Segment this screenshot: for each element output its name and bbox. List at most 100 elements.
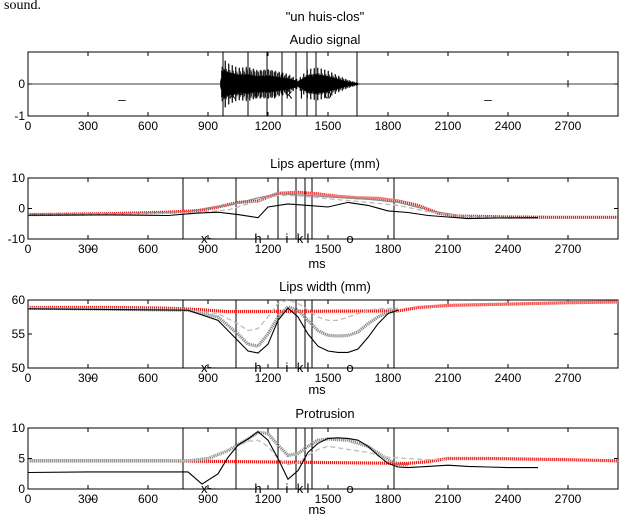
x-tick-label: 600 xyxy=(138,119,158,133)
x-tick-label: 1500 xyxy=(315,371,342,385)
phoneme-label: x~ xyxy=(229,86,244,101)
series-light_gray-line xyxy=(27,194,538,219)
plot-frame xyxy=(27,177,619,240)
pause-label: _ xyxy=(87,235,96,250)
phoneme-label: h xyxy=(254,86,261,101)
panel-title: Protrusion xyxy=(295,406,354,421)
x-tick-label: 1500 xyxy=(315,119,342,133)
x-tick-label: 1500 xyxy=(315,242,342,256)
x-tick-label: 300 xyxy=(78,119,98,133)
pause-label: _ xyxy=(117,86,126,101)
panel-2: Lips aperture (mm) 0 300 600 900 1200 1500 1800… xyxy=(8,156,619,271)
x-tick-label: 1200 xyxy=(255,371,282,385)
x-tick-label: 2400 xyxy=(495,242,522,256)
x-axis-label: ms xyxy=(308,256,326,271)
panel-title: Audio signal xyxy=(290,32,361,47)
y-tick-label: 50 xyxy=(12,361,26,375)
x-tick-label: 0 xyxy=(25,492,32,506)
x-tick-label: 300 xyxy=(78,492,98,506)
x-axis-label: ms xyxy=(308,502,326,517)
phoneme-label: l xyxy=(307,231,310,246)
x-tick-label: 2100 xyxy=(435,371,462,385)
y-tick-label: 0 xyxy=(18,77,25,91)
phoneme-label: k xyxy=(297,360,304,375)
series-black-line xyxy=(27,307,399,354)
phoneme-label: k xyxy=(297,481,304,496)
x-tick-label: 2700 xyxy=(555,492,582,506)
series-dark_gray-line xyxy=(28,430,408,467)
phoneme-label: x~ xyxy=(201,231,216,246)
series-dark_gray-line xyxy=(27,304,399,348)
x-tick-label: 300 xyxy=(78,371,98,385)
x-tick-label: 2400 xyxy=(495,371,522,385)
x-tick-label: 1500 xyxy=(315,492,342,506)
x-tick-label: 2700 xyxy=(555,242,582,256)
pause-label: _ xyxy=(87,364,96,379)
x-tick-label: 1200 xyxy=(255,119,282,133)
x-tick-label: 900 xyxy=(198,242,218,256)
pause-label: _ xyxy=(483,86,492,101)
x-tick-label: 2100 xyxy=(435,492,462,506)
phoneme-label: h xyxy=(254,231,261,246)
x-axis-label: ms xyxy=(308,382,326,397)
x-tick-label: 2100 xyxy=(435,242,462,256)
series-light_gray-line xyxy=(28,439,448,466)
y-tick-label: 5 xyxy=(18,452,25,466)
phoneme-label: o xyxy=(346,231,353,246)
y-tick-label: 10 xyxy=(12,421,26,435)
x-tick-label: 900 xyxy=(198,371,218,385)
x-tick-label: 0 xyxy=(25,242,32,256)
y-tick-label: -1 xyxy=(14,109,25,123)
pause-label: _ xyxy=(87,485,96,500)
x-tick-label: 600 xyxy=(138,371,158,385)
series-light_gray-line xyxy=(27,299,399,332)
x-tick-label: 900 xyxy=(198,492,218,506)
x-tick-label: 2700 xyxy=(555,371,582,385)
y-tick-label: 55 xyxy=(12,327,26,341)
x-tick-label: 300 xyxy=(78,242,98,256)
x-tick-label: 1800 xyxy=(375,492,402,506)
panel-4: Protrusion 0 300 600 900 1200 1500 1800 2100 2400… xyxy=(12,406,619,517)
x-tick-label: 2100 xyxy=(435,119,462,133)
x-tick-label: 0 xyxy=(25,119,32,133)
y-tick-label: -10 xyxy=(8,232,26,246)
phoneme-label: i xyxy=(286,481,289,496)
x-tick-label: 1800 xyxy=(375,119,402,133)
phoneme-label: i xyxy=(286,360,289,375)
phoneme-label: l xyxy=(307,481,310,496)
panel-title: Lips width (mm) xyxy=(279,279,371,294)
phoneme-label: k xyxy=(286,86,293,101)
phoneme-label: l xyxy=(300,86,303,101)
panel-3: Lips width (mm) 0 300 600 900 1200 1500 1800 210… xyxy=(12,279,619,397)
figure-title: "un huis-clos" xyxy=(286,9,365,24)
phoneme-label: h xyxy=(254,360,261,375)
phoneme-label: k xyxy=(297,231,304,246)
y-tick-label: 60 xyxy=(12,293,26,307)
x-tick-label: 1800 xyxy=(375,242,402,256)
x-tick-label: 900 xyxy=(198,119,218,133)
x-tick-label: 2400 xyxy=(495,492,522,506)
phoneme-label: o xyxy=(346,360,353,375)
x-tick-label: 2400 xyxy=(495,119,522,133)
y-tick-label: 10 xyxy=(12,171,26,185)
x-tick-label: 1800 xyxy=(375,371,402,385)
series-black-line xyxy=(27,431,538,485)
phoneme-label: x~ xyxy=(201,481,216,496)
x-tick-label: 600 xyxy=(138,492,158,506)
y-tick-label: 0 xyxy=(18,482,25,496)
panel-1: Audio signal 0 300 600 900 1200 1500 1800 2100 24… xyxy=(14,32,619,133)
sentence-fragment: sound. xyxy=(4,0,41,13)
x-tick-label: 0 xyxy=(25,371,32,385)
x-tick-label: 1200 xyxy=(255,492,282,506)
panel-title: Lips aperture (mm) xyxy=(270,156,380,171)
phoneme-label: i xyxy=(286,231,289,246)
phoneme-label: h xyxy=(254,481,261,496)
phoneme-label: o xyxy=(324,86,331,101)
x-tick-label: 2700 xyxy=(555,119,582,133)
phoneme-label: o xyxy=(346,481,353,496)
plot-frame xyxy=(27,427,619,490)
x-tick-label: 600 xyxy=(138,242,158,256)
series-black-line xyxy=(27,201,539,220)
phoneme-label: l xyxy=(307,360,310,375)
